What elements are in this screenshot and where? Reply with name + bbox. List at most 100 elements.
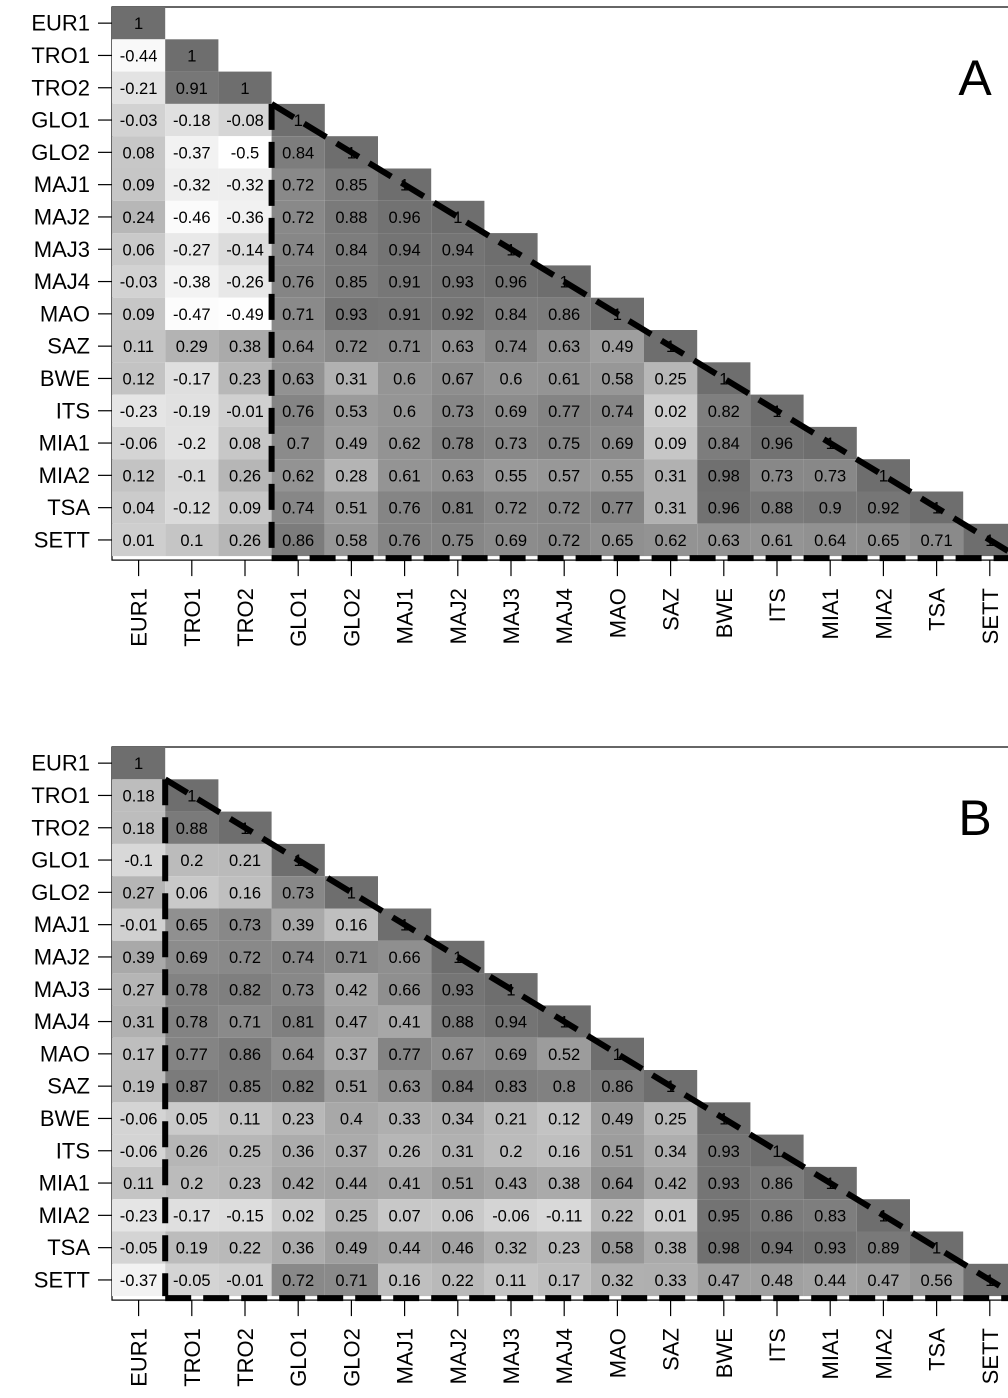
heatmap-cell [644,1199,698,1232]
cell-value-label: 0.33 [655,1272,687,1290]
cell-value-label: 0.16 [389,1272,421,1290]
cell-value-label: 0.63 [389,1078,421,1096]
cell-value-label: 0.28 [335,467,367,485]
heatmap-cell [324,1037,378,1070]
cell-value-label: 0.36 [282,1240,314,1258]
cell-value-label: 0.63 [708,532,740,550]
heatmap-cell [112,843,166,877]
heatmap-cell [431,491,485,524]
heatmap-cell [378,362,432,395]
cell-value-label: 0.84 [708,435,740,453]
heatmap-cell [218,103,272,137]
heatmap-cell [112,1231,166,1264]
cell-value-label: 0.66 [389,949,421,967]
cell-value-label: 0.37 [335,1046,367,1064]
heatmap-cell [378,1005,432,1038]
cell-value-label: 0.91 [176,80,208,98]
heatmap-cell [484,1166,538,1200]
heatmap-cell [165,136,219,169]
cell-value-label: 0.85 [229,1078,261,1096]
heatmap-cell [378,330,432,363]
cell-value-label: -0.05 [173,1272,211,1290]
heatmap-cell [750,1166,804,1200]
cell-value-label: 0.86 [229,1046,261,1064]
cell-value-label: 0.01 [655,1207,687,1225]
heatmap-cell [112,233,166,266]
heatmap-cell [112,459,166,492]
y-tick-label: TSA [47,1235,90,1260]
cell-value-label: 0.9 [819,500,842,518]
heatmap-cell [112,908,166,941]
cell-value-label: 0.76 [282,274,314,292]
heatmap-cell [112,7,166,40]
heatmap-cell [431,523,485,557]
heatmap-cell [112,1263,166,1297]
heatmap-cell [590,491,644,524]
heatmap-cell [378,1263,432,1297]
heatmap-cell [271,1005,325,1038]
heatmap-cell [324,297,378,330]
y-tick-label: BWE [40,1106,90,1131]
heatmap-cell [537,362,591,395]
cell-value-label: 0.21 [495,1110,527,1128]
heatmap-cell [431,1102,485,1135]
heatmap-cell [218,1037,272,1070]
heatmap-cell [697,1166,751,1200]
cell-value-label: 0.34 [442,1110,474,1128]
heatmap-cell [218,1070,272,1103]
cell-value-label: 0.63 [282,370,314,388]
cell-value-label: 0.72 [282,177,314,195]
heatmap-cell [750,459,804,492]
x-tick-label: MAJ2 [446,588,471,644]
cell-value-label: 0.34 [655,1143,687,1161]
cell-value-label: 0.43 [495,1175,527,1193]
cell-value-label: 0.6 [393,370,416,388]
heatmap-cell [378,1037,432,1070]
heatmap-cell [165,1134,219,1167]
cell-value-label: -0.26 [226,274,264,292]
cell-value-label: 0.94 [495,1014,527,1032]
cell-value-label: 0.49 [601,1110,633,1128]
cell-value-label: 0.07 [389,1207,421,1225]
cell-value-label: 0.92 [442,306,474,324]
heatmap-cell [697,459,751,492]
heatmap-cell [218,908,272,941]
heatmap-cell [165,103,219,137]
cell-value-label: 0.09 [123,306,155,324]
cell-value-label: 0.85 [335,177,367,195]
heatmap-cell [112,426,166,460]
heatmap-cell [218,1134,272,1167]
cell-value-label: -0.06 [120,1110,158,1128]
heatmap-cell [165,459,219,492]
heatmap-cell [218,233,272,266]
cell-value-label: -0.37 [120,1272,158,1290]
cell-value-label: 0.71 [389,338,421,356]
heatmap-cell [218,843,272,877]
heatmap-cell [484,459,538,492]
cell-value-label: 0.98 [708,467,740,485]
heatmap-cell [324,459,378,492]
y-tick-label: MAJ4 [34,269,90,294]
cell-value-label: -0.11 [546,1207,582,1225]
heatmap-cell [165,1005,219,1038]
cell-value-label: 0.09 [229,500,261,518]
heatmap-cell [112,136,166,169]
heatmap-cell [165,491,219,524]
heatmap-cell [324,1102,378,1135]
heatmap-cell [537,1134,591,1167]
y-tick-label: ITS [56,398,90,423]
cell-value-label: 1 [134,755,143,773]
cell-value-label: 0.42 [335,981,367,999]
y-tick-label: MAJ2 [34,944,90,969]
cell-value-label: 0.25 [655,370,687,388]
heatmap-cell [112,1005,166,1038]
heatmap-cell [324,1199,378,1232]
heatmap-cell [803,1231,857,1264]
heatmap-cell [378,973,432,1006]
cell-value-label: -0.38 [173,274,211,292]
heatmap-cell [165,265,219,298]
heatmap-cell [378,1199,432,1232]
cell-value-label: 0.93 [814,1240,846,1258]
heatmap-cell [697,491,751,524]
y-tick-label: TRO2 [31,75,90,100]
